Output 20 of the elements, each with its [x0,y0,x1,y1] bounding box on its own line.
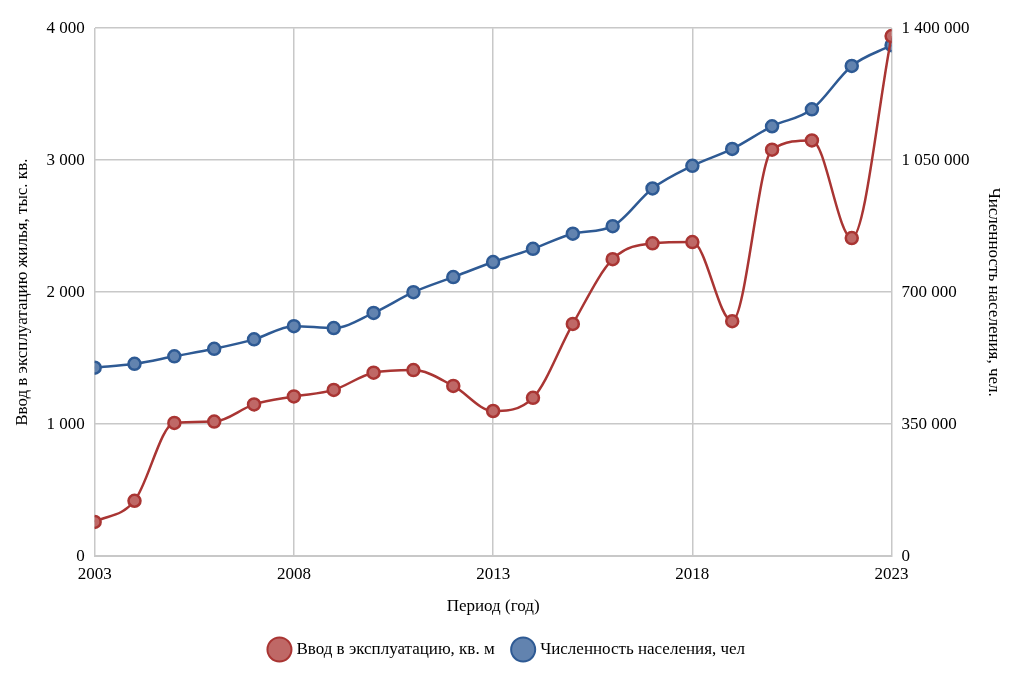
y-axis-title: Ввод в эксплуатацию жилья, тыс. кв. [11,158,31,426]
y-tick-label: 3 000 [46,149,85,169]
x-tick-label: 2018 [675,563,710,583]
legend-label: Ввод в эксплуатацию, кв. м [296,638,495,658]
y-tick-label: 2 000 [46,281,85,301]
y2-tick-label: 0 [901,545,911,565]
y-tick-label: 4 000 [46,17,85,37]
y-tick-label: 1 000 [46,413,85,433]
x-axis-title: Период (год) [446,596,540,616]
x-tick-label: 2013 [476,563,511,583]
y2-tick-label: 1 400 000 [901,17,970,37]
y2-tick-label: 350 000 [901,413,957,433]
x-tick-label: 2008 [276,563,311,583]
y2-axis-title: Численность населения, чел. [985,187,1005,397]
x-tick-label: 2023 [874,563,909,583]
y-tick-label: 0 [76,545,85,565]
x-tick-label: 2003 [77,563,112,583]
y2-tick-label: 1 050 000 [901,149,970,169]
y2-tick-label: 700 000 [901,281,957,301]
legend-label: Численность населения, чел [540,638,746,658]
